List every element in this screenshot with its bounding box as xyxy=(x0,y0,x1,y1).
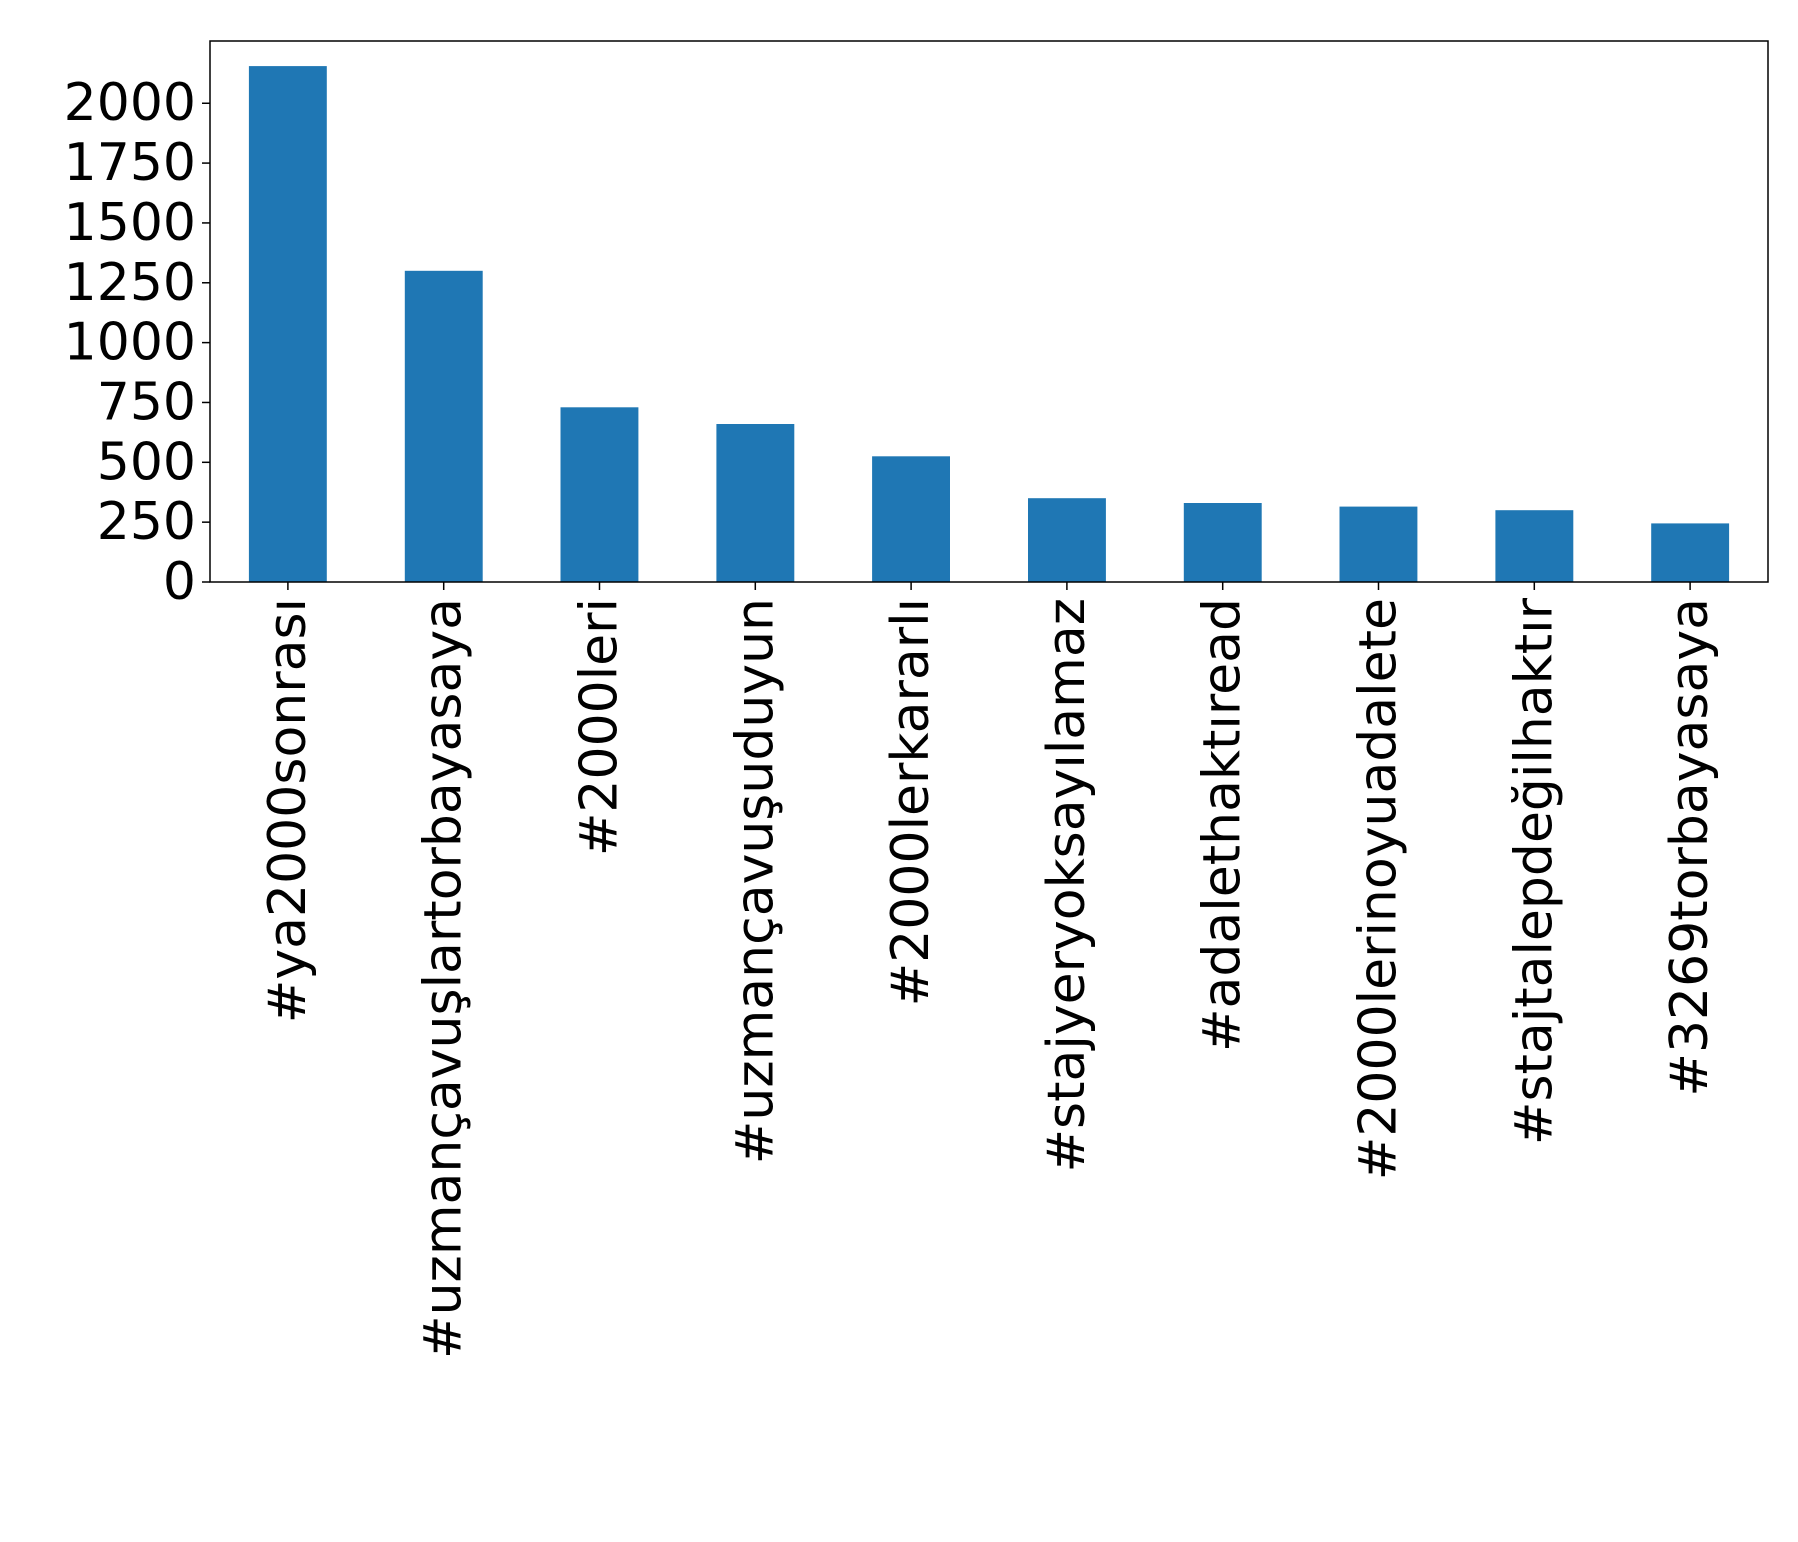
y-tick-label: 1000 xyxy=(64,313,196,373)
x-axis: #ya2000sonrası #uzmançavuşlartorbayasaya #… xyxy=(258,582,1720,1359)
x-tick-label: #stajyeryoksayılamaz xyxy=(1037,598,1097,1173)
y-tick-label: 2000 xyxy=(64,73,196,133)
x-tick-label: #2000lerinoyuadalete xyxy=(1349,598,1409,1180)
x-tick-label: #3269torbayasaya xyxy=(1660,598,1720,1097)
bar xyxy=(1495,510,1574,582)
bar xyxy=(248,66,327,583)
y-tick-label: 500 xyxy=(97,432,196,492)
x-tick-label: #stajtalepdeğilhaktır xyxy=(1504,597,1564,1145)
bar xyxy=(1028,498,1106,582)
bars-layer xyxy=(248,66,1730,583)
x-tick-label: #2000lerkararlı xyxy=(881,598,941,1006)
y-tick-label: 1750 xyxy=(64,133,196,193)
bar xyxy=(1651,523,1730,582)
y-tick-label: 0 xyxy=(163,552,196,612)
bar xyxy=(560,407,639,582)
x-tick-label: #uzmançavuşuduyun xyxy=(725,598,785,1164)
bar xyxy=(872,456,950,582)
bar xyxy=(404,270,483,582)
y-tick-label: 250 xyxy=(97,492,196,552)
bar xyxy=(1339,506,1418,582)
x-tick-label: #uzmançavuşlartorbayasaya xyxy=(414,598,474,1359)
y-tick-label: 1500 xyxy=(64,193,196,253)
plot-frame xyxy=(209,40,1769,583)
x-tick-label: #ya2000sonrası xyxy=(258,598,318,1023)
x-tick-label: #2000leri xyxy=(570,598,630,856)
bar xyxy=(1183,503,1262,582)
x-tick-label: #adalethaktıread xyxy=(1193,598,1253,1052)
y-tick-label: 1250 xyxy=(64,253,196,313)
bar xyxy=(716,424,795,582)
y-tick-label: 750 xyxy=(97,372,196,432)
